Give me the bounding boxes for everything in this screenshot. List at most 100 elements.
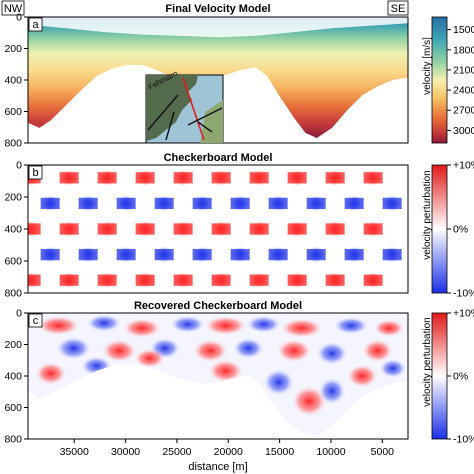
positive-cell-core <box>211 274 231 286</box>
y-tick-label: 0 <box>16 12 22 24</box>
perturbation-colorbar-b-label: velocity perturbation <box>422 170 433 260</box>
nw-box <box>1 0 25 16</box>
x-tick-label: 35000 <box>60 446 89 458</box>
y-tick-label: 800 <box>4 434 22 446</box>
x-tick-label: 20000 <box>214 446 243 458</box>
colorbar-tick-label: -10% <box>453 288 474 300</box>
negative-anomaly <box>86 314 122 333</box>
y-tick-label: 400 <box>4 224 22 236</box>
panel-c-letter-box <box>28 313 43 328</box>
inset-track-red <box>182 77 205 141</box>
perturbation-colorbar-b <box>431 164 448 294</box>
positive-anomaly <box>101 338 138 363</box>
positive-cell-core <box>173 172 193 184</box>
panel-a-letter-box <box>28 17 43 32</box>
negative-cell-core <box>154 248 174 261</box>
negative-cell-core <box>344 248 364 261</box>
positive-anomaly <box>373 319 405 338</box>
colorbar-tick-label: +10% <box>453 160 474 172</box>
inset-land <box>146 75 198 141</box>
negative-anomaly <box>318 377 346 406</box>
panel-a-y-axis: 0 200 400 600 800 <box>4 12 28 150</box>
negative-cell-core <box>78 248 98 261</box>
positive-cell-core <box>135 172 155 184</box>
orientation-nw: NW <box>4 3 23 15</box>
checkerboard-pattern <box>28 169 402 289</box>
positive-cell-core <box>97 274 117 286</box>
positive-cell-core <box>287 223 307 235</box>
unsampled-region <box>28 363 408 439</box>
negative-anomaly <box>333 316 369 335</box>
negative-anomaly <box>245 315 282 334</box>
positive-anomaly <box>122 318 162 339</box>
negative-cell-core <box>382 197 402 210</box>
negative-cell-core <box>192 197 212 210</box>
x-tick-label: 30000 <box>111 446 140 458</box>
positive-cell-core <box>97 223 117 235</box>
inset-map: Fehmarn <box>145 69 224 144</box>
inset-track <box>187 107 223 126</box>
positive-cell-core <box>249 274 269 286</box>
y-tick-label: 200 <box>4 339 22 351</box>
positive-cell-core <box>135 274 155 286</box>
panel-final-velocity: Final Velocity Model Fehmarn a NW SE 0 20… <box>1 0 474 150</box>
perturbation-colorbar-c <box>431 312 448 440</box>
x-axis: 35000 30000 25000 20000 15000 10000 5000 <box>60 439 395 458</box>
y-tick-label: 200 <box>4 43 22 55</box>
y-tick-label: 600 <box>4 256 22 268</box>
negative-anomaly <box>316 341 348 366</box>
panel-b-letter: b <box>32 167 38 179</box>
x-tick-label: 25000 <box>162 446 191 458</box>
positive-cell-core <box>173 274 193 286</box>
positive-anomaly <box>279 318 324 339</box>
y-tick-label: 0 <box>16 160 22 172</box>
positive-cell-core <box>59 172 79 184</box>
positive-anomaly <box>133 348 166 369</box>
y-tick-label: 800 <box>4 288 22 300</box>
recovered-anomalies <box>34 314 407 418</box>
positive-anomaly <box>192 338 229 363</box>
panel-recovered-checkerboard: Recovered Checkerboard Model c 0 200 400 60… <box>4 300 474 446</box>
y-tick-label: 0 <box>16 308 22 320</box>
colorbar-tick-label: 0% <box>453 224 468 236</box>
negative-anomaly <box>262 368 295 397</box>
negative-cell-core <box>154 197 174 210</box>
velocity-colorbar-label: velocity [m/s] <box>422 37 433 95</box>
y-tick-label: 400 <box>4 75 22 87</box>
perturbation-colorbar-c-ticks: +10% 0% -10% <box>447 308 474 446</box>
positive-anomaly <box>34 361 67 386</box>
positive-cell-core <box>211 172 231 184</box>
negative-cell-core <box>40 197 60 210</box>
panel-c-letter: c <box>33 315 39 327</box>
x-axis-label: distance [m] <box>188 461 247 473</box>
panel-b-title: Checkerboard Model <box>164 152 273 164</box>
positive-cell-core <box>363 172 383 184</box>
negative-cell-core <box>268 197 288 210</box>
positive-anomaly <box>36 315 81 336</box>
negative-cell-core <box>382 248 402 261</box>
negative-cell-core <box>306 197 326 210</box>
x-tick-label: 5000 <box>371 446 395 458</box>
positive-cell-core <box>287 172 307 184</box>
colorbar-tick-label: 3000 <box>453 125 474 137</box>
negative-cell-core <box>192 248 212 261</box>
water-layer <box>28 17 408 38</box>
panel-c-y-axis: 0 200 400 600 800 <box>4 308 28 446</box>
positive-cell-core <box>59 223 79 235</box>
positive-anomaly <box>276 338 312 363</box>
y-tick-label: 800 <box>4 138 22 150</box>
positive-cell-core <box>325 223 345 235</box>
velocity-colorbar <box>431 16 448 144</box>
positive-cell-core <box>249 223 269 235</box>
inset-track <box>165 111 175 141</box>
y-tick-label: 600 <box>4 402 22 414</box>
perturbation-colorbar-b-ticks: +10% 0% -10% <box>447 160 474 300</box>
y-tick-label: 600 <box>4 106 22 118</box>
negative-cell-core <box>344 197 364 210</box>
panel-c-title: Recovered Checkerboard Model <box>134 300 302 312</box>
colorbar-tick-label: 2400 <box>453 85 474 97</box>
panel-b-letter-box <box>28 165 43 180</box>
negative-cell-core <box>116 197 136 210</box>
negative-cell-core <box>230 248 250 261</box>
